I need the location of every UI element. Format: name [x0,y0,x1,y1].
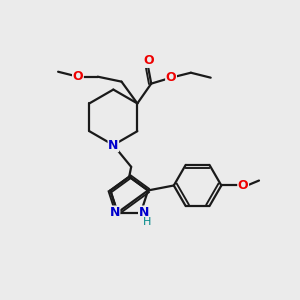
Text: N: N [110,206,120,219]
Text: H: H [142,217,151,226]
Text: O: O [166,71,176,84]
Text: O: O [73,70,83,83]
Text: N: N [108,139,118,152]
Text: O: O [238,179,248,192]
Text: O: O [143,54,154,67]
Text: N: N [139,206,149,219]
